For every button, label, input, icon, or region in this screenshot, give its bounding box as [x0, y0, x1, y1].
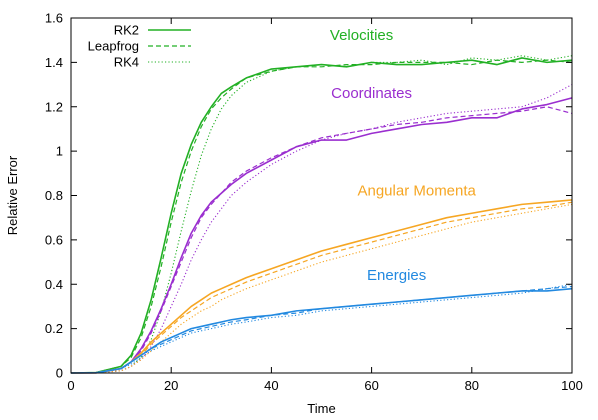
angular-momenta-leapfrog-line: [70, 201, 573, 374]
y-tick-label: 1.6: [45, 11, 63, 26]
coordinates-rk4-line: [70, 84, 573, 374]
y-tick-label: 0.2: [45, 321, 63, 336]
x-tick-label: 0: [67, 378, 74, 393]
y-tick-label: 0: [56, 366, 63, 381]
ticks-layer: 0 20 40 60 80 100 0 0.2 0.4 0.6 0.8 1 1.2 1.4 1.6: [45, 11, 583, 394]
legend-label-leapfrog: Leapfrog: [88, 39, 139, 54]
coordinates-annotation: Coordinates: [331, 85, 412, 102]
energies-annotation: Energies: [367, 267, 426, 284]
velocities-leapfrog-line: [70, 59, 573, 374]
legend-label-rk2: RK2: [114, 23, 139, 38]
energies-rk2-line: [70, 287, 573, 374]
angular-momenta-rk2-line: [70, 199, 573, 374]
y-tick-label: 1.2: [45, 99, 63, 114]
energies-rk4-line: [70, 283, 573, 374]
coordinates-rk2-line: [70, 97, 573, 374]
coordinates-leapfrog-line: [70, 106, 573, 374]
x-axis-title: Time: [307, 401, 335, 416]
velocities-annotation: Velocities: [330, 27, 393, 44]
energies-leapfrog-line: [70, 285, 573, 374]
plot-frame: [70, 17, 573, 374]
y-tick-label: 0.8: [45, 188, 63, 203]
x-tick-label: 80: [465, 378, 479, 393]
angular-momenta-annotation: Angular Momenta: [357, 183, 476, 200]
x-tick-label: 100: [561, 378, 583, 393]
x-tick-label: 60: [364, 378, 378, 393]
velocities-rk4-line: [70, 55, 573, 374]
x-tick-label: 40: [264, 378, 278, 393]
y-tick-label: 1: [56, 144, 63, 159]
y-axis-title: Relative Error: [5, 155, 20, 235]
legend-label-rk4: RK4: [114, 55, 139, 70]
y-tick-label: 1.4: [45, 55, 63, 70]
x-tick-label: 20: [164, 378, 178, 393]
velocities-rk2-line: [70, 57, 573, 374]
annotation-layer: Velocities Coordinates Angular Momenta Ener…: [330, 27, 477, 284]
series-layer: [70, 55, 573, 374]
y-tick-label: 0.6: [45, 232, 63, 247]
y-tick-label: 0.4: [45, 277, 63, 292]
